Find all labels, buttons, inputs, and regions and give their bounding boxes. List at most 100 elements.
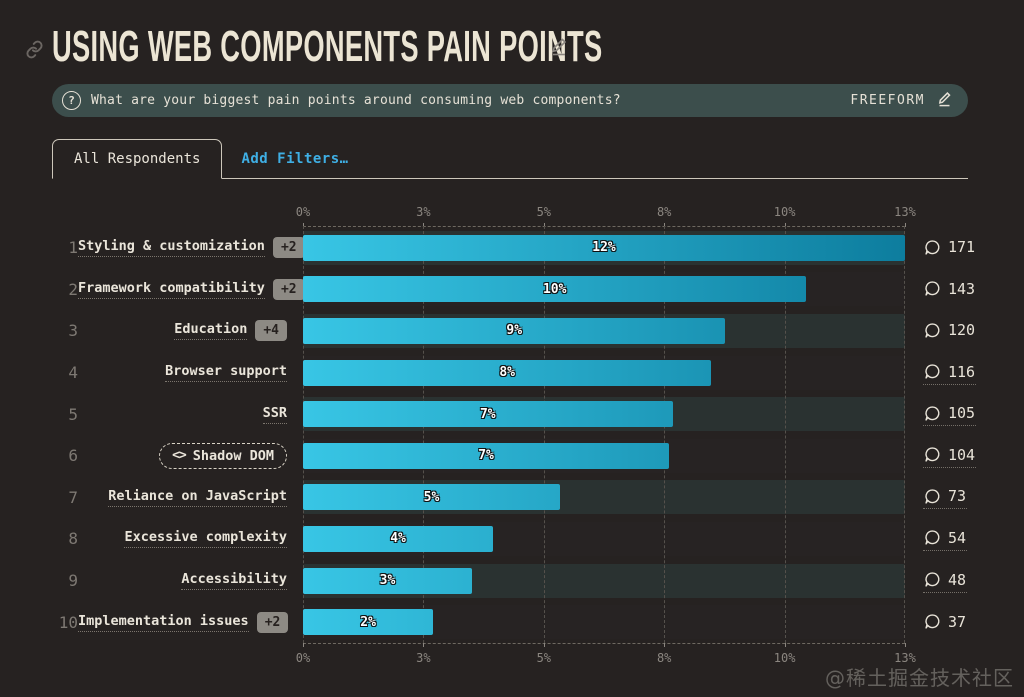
count-number: 143 <box>948 279 976 298</box>
more-answers-badge[interactable]: +2 <box>272 278 305 300</box>
title-row: USING WEB COMPONENTS PAIN POINTS <box>26 22 968 71</box>
bar-percent-label: 8% <box>499 365 515 381</box>
add-filters-button[interactable]: Add Filters… <box>241 150 349 167</box>
watermark: @稀土掘金技术社区 <box>825 666 1014 690</box>
track-wrap: 2% <box>303 605 905 640</box>
label-wrap: Implementation issues +2 <box>78 611 304 633</box>
row-label[interactable]: Implementation issues <box>78 613 249 632</box>
bar[interactable]: 8% <box>303 359 712 386</box>
count-number: 171 <box>948 238 976 257</box>
response-count[interactable]: 37 <box>923 611 967 634</box>
axis-tick-label: 8% <box>656 205 672 219</box>
chart-row: 7 Reliance on JavaScript 5% 73 <box>52 477 968 519</box>
row-label[interactable]: Excessive complexity <box>124 529 287 549</box>
code-pill[interactable]: <> Shadow DOM <box>159 442 287 469</box>
question-text: What are your biggest pain points around… <box>91 93 621 108</box>
row-label[interactable]: SSR <box>262 405 287 424</box>
more-answers-badge[interactable]: +2 <box>256 611 289 633</box>
response-count[interactable]: 171 <box>923 236 976 259</box>
axis-line-top <box>303 226 905 227</box>
response-count[interactable]: 104 <box>923 444 977 468</box>
axis-tick-mark <box>664 223 666 227</box>
row-label[interactable]: Education <box>174 321 248 341</box>
bar[interactable]: 10% <box>303 276 807 303</box>
axis-tick-label: 0% <box>295 205 311 219</box>
speech-bubble-icon <box>925 614 940 629</box>
title-edit-icon[interactable] <box>550 36 568 60</box>
row-count: 171 <box>905 236 976 259</box>
bar-percent-label: 7% <box>479 406 496 422</box>
row-label[interactable]: Styling & customization <box>78 238 265 258</box>
bar[interactable]: 9% <box>303 317 726 344</box>
row-left: 2 Framework compatibility +2 <box>52 269 305 311</box>
chart-row: 10 Implementation issues +2 2% 37 <box>52 601 968 643</box>
response-count[interactable]: 105 <box>923 402 977 427</box>
bar[interactable]: 4% <box>303 525 494 552</box>
label-wrap: Reliance on JavaScript <box>78 488 303 507</box>
track-wrap: 7% <box>303 397 905 432</box>
bar[interactable]: 5% <box>303 484 560 511</box>
more-answers-badge[interactable]: +4 <box>255 320 287 342</box>
speech-bubble-icon <box>925 240 940 255</box>
axis-tick-label: 5% <box>536 205 552 219</box>
page-title: USING WEB COMPONENTS PAIN POINTS <box>52 22 603 71</box>
label-wrap: SSR <box>78 405 303 424</box>
count-number: 105 <box>948 404 976 423</box>
response-count[interactable]: 120 <box>923 319 976 342</box>
row-count: 120 <box>905 319 976 342</box>
row-left: 3 Education +4 <box>52 310 303 352</box>
axis-tick-label: 0% <box>295 650 311 665</box>
row-label[interactable]: Framework compatibility <box>78 280 265 299</box>
rank-number: 1 <box>68 238 78 258</box>
axis-tick-label: 3% <box>416 650 431 665</box>
bar[interactable]: 7% <box>303 442 670 469</box>
chart-row: 3 Education +4 9% 120 <box>52 310 975 352</box>
tab-all-respondents[interactable]: All Respondents <box>52 139 223 179</box>
axis-tick-mark <box>543 223 545 227</box>
bar[interactable]: 12% <box>303 234 905 261</box>
response-count[interactable]: 143 <box>923 278 976 301</box>
more-answers-badge[interactable]: +2 <box>272 237 305 259</box>
row-left: 4 Browser support <box>52 352 303 394</box>
tabs-row: All Respondents Add Filters… <box>52 139 968 179</box>
track-wrap: 7% <box>303 438 905 473</box>
axis-tick-label: 10% <box>773 205 796 219</box>
response-count[interactable]: 48 <box>923 569 968 593</box>
row-label[interactable]: Accessibility <box>181 571 287 591</box>
count-number: 37 <box>948 612 967 631</box>
row-left: 1 Styling & customization +2 <box>52 227 305 269</box>
row-count: 143 <box>905 278 976 301</box>
bar[interactable]: 2% <box>303 609 434 636</box>
response-count[interactable]: 54 <box>923 527 968 551</box>
help-icon: ? <box>62 91 81 110</box>
question-edit-icon[interactable] <box>937 90 952 111</box>
speech-bubble-icon <box>925 364 940 379</box>
axis-bottom: 0% 3% 5% 8% 10% 13% <box>52 642 968 665</box>
count-number: 54 <box>948 528 967 547</box>
row-label[interactable]: Browser support <box>165 363 287 383</box>
bar-percent-label: 7% <box>478 448 494 464</box>
bar[interactable]: 3% <box>303 567 472 594</box>
chart-row: 8 Excessive complexity 4% 54 <box>52 518 968 560</box>
rank-number: 4 <box>68 363 78 383</box>
row-left: 6 <> Shadow DOM <box>52 435 303 477</box>
count-number: 116 <box>948 362 976 381</box>
chart-row: 2 Framework compatibility +2 10% 143 <box>52 269 975 311</box>
axis-tick-label: 13% <box>894 650 916 665</box>
link-icon[interactable] <box>25 40 44 63</box>
row-label[interactable]: Reliance on JavaScript <box>108 488 287 507</box>
rank-number: 6 <box>68 446 78 466</box>
bar[interactable]: 7% <box>303 401 673 428</box>
track-wrap: 3% <box>303 563 905 598</box>
chart-row: 9 Accessibility 3% 48 <box>52 560 968 602</box>
row-left: 7 Reliance on JavaScript <box>52 477 303 519</box>
rank-number: 5 <box>68 404 78 424</box>
label-wrap: Browser support <box>78 363 303 383</box>
axis-tick-mark <box>905 642 906 647</box>
speech-bubble-icon <box>925 323 940 338</box>
speech-bubble-icon <box>925 489 940 504</box>
response-count[interactable]: 116 <box>923 361 977 385</box>
row-count: 104 <box>905 444 977 468</box>
response-count[interactable]: 73 <box>923 485 968 510</box>
